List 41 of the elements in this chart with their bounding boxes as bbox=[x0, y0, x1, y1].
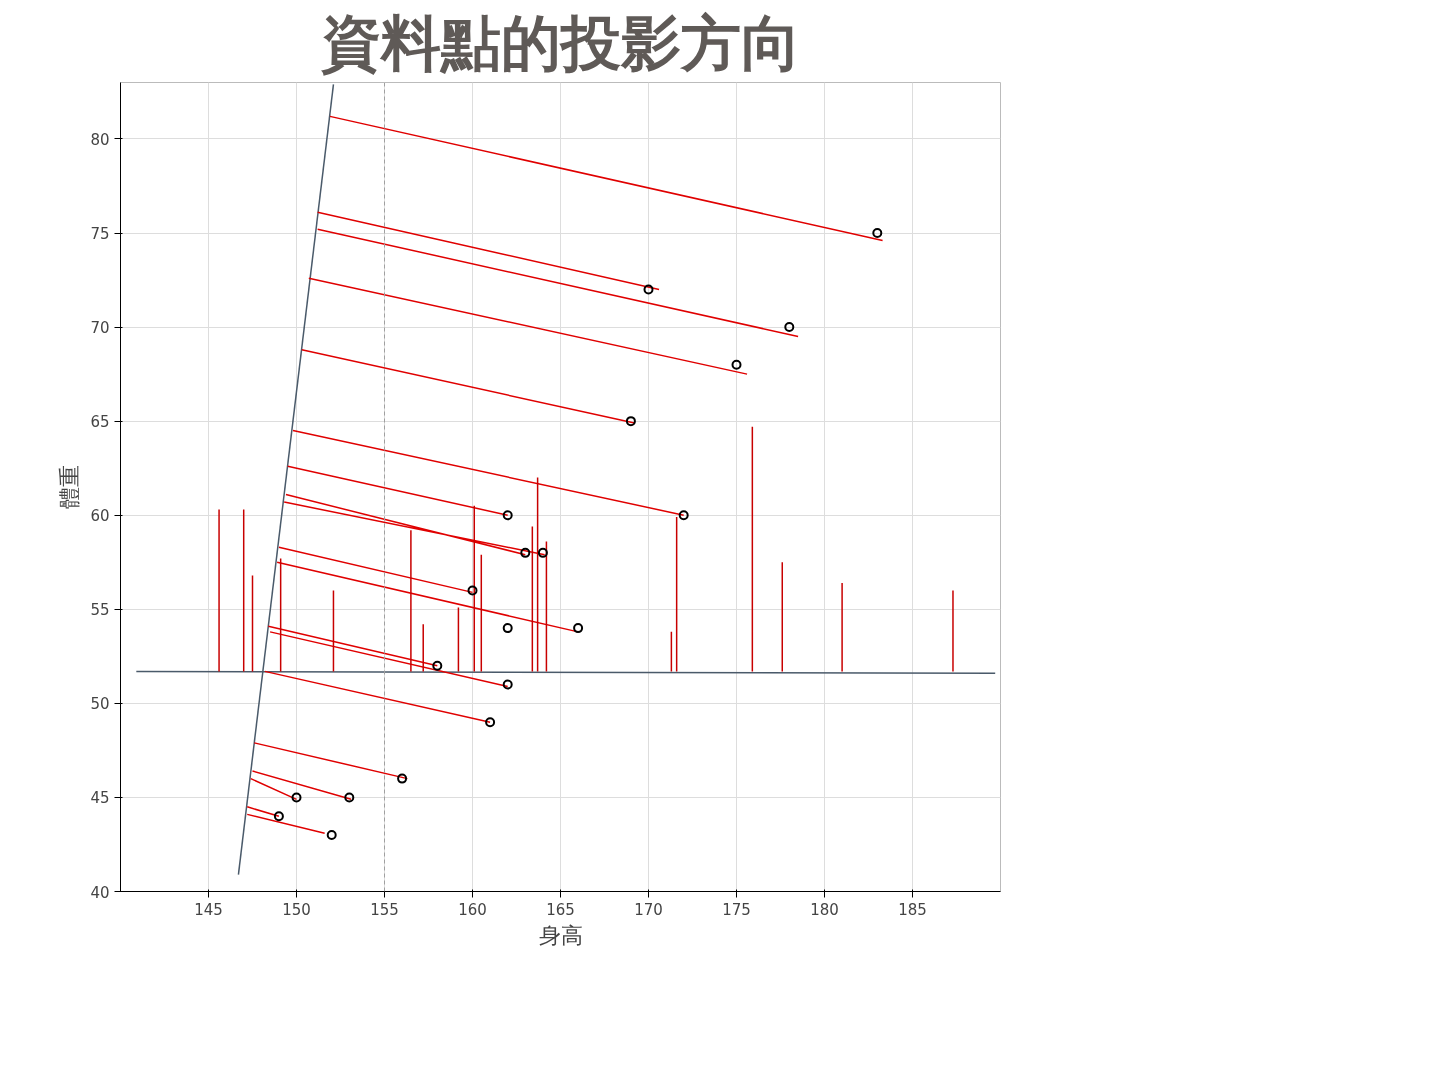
x-tick-label: 175 bbox=[722, 900, 751, 919]
y-tick-label: 80 bbox=[90, 130, 110, 149]
x-tick-label: 155 bbox=[370, 900, 399, 919]
x-tick-label: 170 bbox=[634, 900, 663, 919]
point bbox=[520, 547, 531, 558]
point bbox=[485, 717, 496, 728]
point bbox=[326, 830, 337, 841]
x-tick-label: 160 bbox=[458, 900, 487, 919]
chart-title: 資料點的投影方向 bbox=[320, 7, 801, 78]
point bbox=[573, 623, 584, 634]
y-tick-label: 45 bbox=[90, 789, 110, 808]
point bbox=[643, 284, 654, 295]
y-tick-label: 75 bbox=[90, 225, 110, 244]
point bbox=[273, 811, 284, 822]
point bbox=[397, 773, 408, 784]
y-tick-label: 40 bbox=[90, 883, 110, 902]
point bbox=[731, 359, 742, 370]
point bbox=[502, 623, 513, 634]
point bbox=[291, 792, 302, 803]
y-tick-label: 70 bbox=[90, 319, 110, 338]
x-axis-title: 身高 bbox=[538, 922, 583, 948]
x-tick-label: 145 bbox=[194, 900, 223, 919]
point bbox=[502, 679, 513, 690]
y-tick-label: 55 bbox=[90, 601, 110, 620]
x-tick-label: 150 bbox=[282, 900, 311, 919]
x-tick-label: 165 bbox=[546, 900, 575, 919]
point bbox=[432, 660, 443, 671]
y-tick-label: 65 bbox=[90, 413, 110, 432]
point bbox=[784, 322, 795, 333]
y-axis-title: 體重 bbox=[57, 465, 83, 509]
point bbox=[537, 547, 548, 558]
point bbox=[678, 510, 689, 521]
point bbox=[625, 416, 636, 427]
y-tick-label: 60 bbox=[90, 507, 110, 526]
point bbox=[502, 510, 513, 521]
y-tick-label: 50 bbox=[90, 695, 110, 714]
point bbox=[467, 585, 478, 596]
x-tick-label: 180 bbox=[810, 900, 839, 919]
point bbox=[872, 228, 883, 238]
x-tick-label: 185 bbox=[898, 900, 927, 919]
point bbox=[344, 792, 355, 803]
